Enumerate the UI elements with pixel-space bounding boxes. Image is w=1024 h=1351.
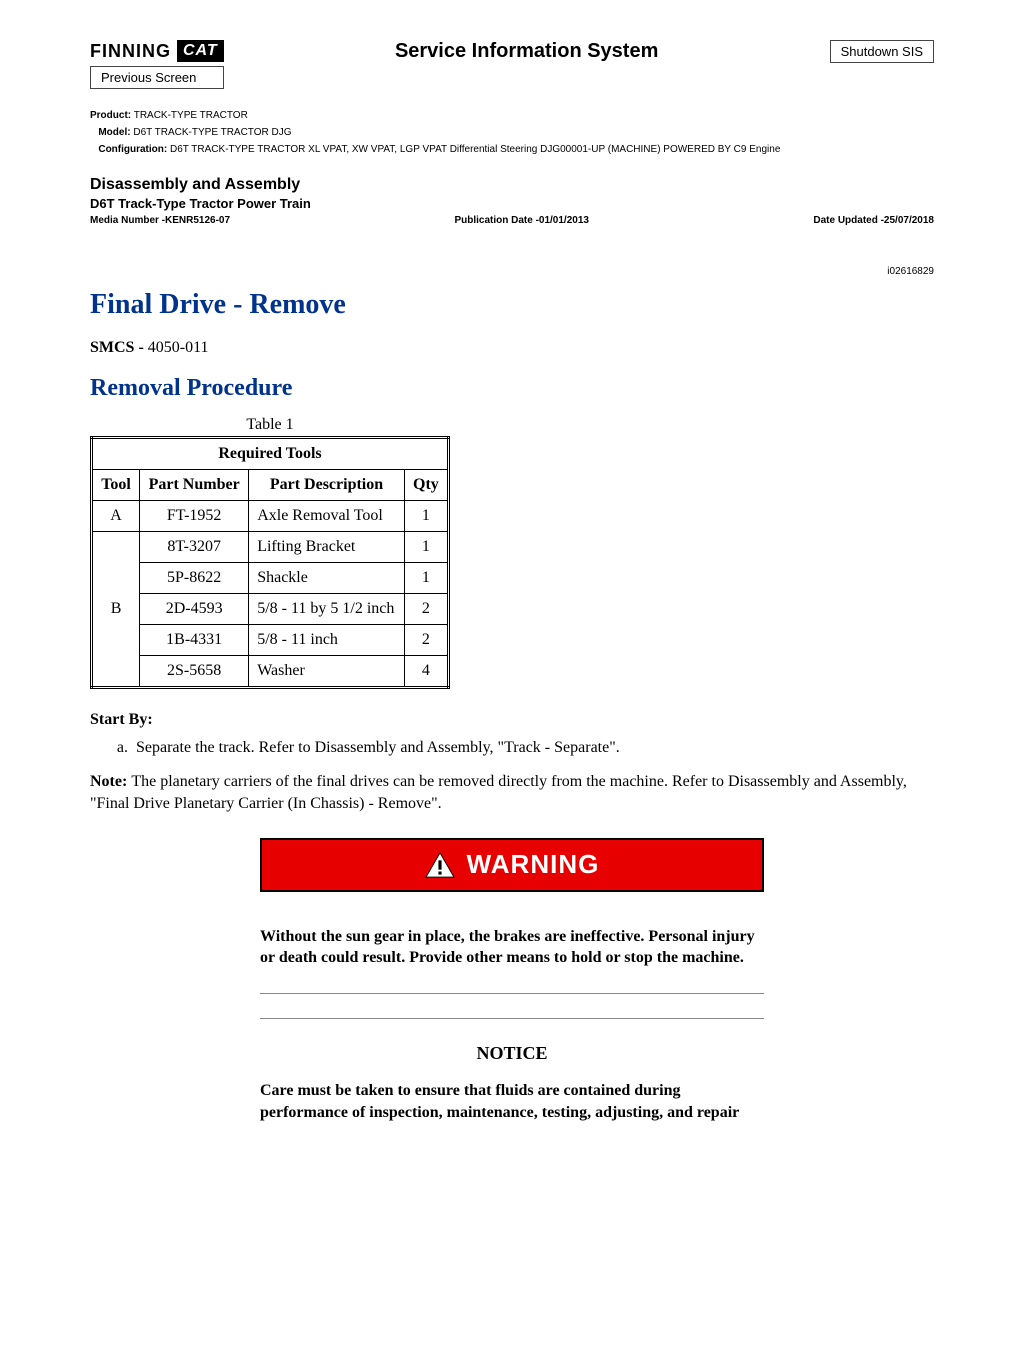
start-by-list: Separate the track. Refer to Disassembly… [90, 739, 934, 757]
cell-qty: 1 [404, 532, 448, 563]
cell-pn: 2S-5658 [140, 656, 249, 688]
previous-screen-button[interactable]: Previous Screen [90, 66, 224, 89]
table-row: 2D-4593 5/8 - 11 by 5 1/2 inch 2 [92, 594, 449, 625]
table-row: 2S-5658 Washer 4 [92, 656, 449, 688]
cell-pn: 5P-8622 [140, 563, 249, 594]
meta-product-value: TRACK-TYPE TRACTOR [131, 110, 248, 121]
table-row: 5P-8622 Shackle 1 [92, 563, 449, 594]
cell-qty: 2 [404, 594, 448, 625]
meta-config-label: Configuration: [98, 144, 167, 155]
col-part-number: Part Number [140, 470, 249, 501]
notice-text: Care must be taken to ensure that fluids… [260, 1080, 764, 1123]
cell-desc: Axle Removal Tool [249, 501, 405, 532]
warning-word: WARNING [467, 849, 600, 880]
shutdown-sis-button[interactable]: Shutdown SIS [830, 40, 934, 63]
section-subheading: D6T Track-Type Tractor Power Train [90, 196, 934, 211]
meta-product-label: Product: [90, 110, 131, 121]
cell-qty: 1 [404, 563, 448, 594]
divider [260, 1018, 764, 1019]
note-line: Note: The planetary carriers of the fina… [90, 771, 934, 816]
note-text: The planetary carriers of the final driv… [90, 773, 907, 812]
date-updated: Date Updated -25/07/2018 [813, 215, 934, 226]
cell-desc: Shackle [249, 563, 405, 594]
cell-pn: 8T-3207 [140, 532, 249, 563]
warning-text: Without the sun gear in place, the brake… [260, 926, 764, 969]
table-header-row: Tool Part Number Part Description Qty [92, 470, 449, 501]
publication-date: Publication Date -01/01/2013 [454, 215, 589, 226]
table-title: Required Tools [92, 438, 449, 470]
table-title-row: Required Tools [92, 438, 449, 470]
finning-logo: FINNING CAT [90, 40, 224, 62]
product-meta: Product: TRACK-TYPE TRACTOR Model: D6T T… [90, 107, 934, 158]
list-item: Separate the track. Refer to Disassembly… [132, 739, 934, 757]
media-number: Media Number -KENR5126-07 [90, 215, 230, 226]
cell-desc: Lifting Bracket [249, 532, 405, 563]
removal-procedure-heading: Removal Procedure [90, 375, 934, 402]
smcs-value: 4050-011 [148, 339, 209, 356]
notice-title: NOTICE [260, 1043, 764, 1064]
cell-pn: 1B-4331 [140, 625, 249, 656]
table-row: B 8T-3207 Lifting Bracket 1 [92, 532, 449, 563]
meta-config: Configuration: D6T TRACK-TYPE TRACTOR XL… [90, 141, 934, 158]
col-tool: Tool [92, 470, 140, 501]
col-qty: Qty [404, 470, 448, 501]
cell-tool: A [92, 501, 140, 532]
publication-row: Media Number -KENR5126-07 Publication Da… [90, 215, 934, 226]
cell-qty: 2 [404, 625, 448, 656]
cell-desc: 5/8 - 11 by 5 1/2 inch [249, 594, 405, 625]
cell-desc: 5/8 - 11 inch [249, 625, 405, 656]
warning-block: WARNING Without the sun gear in place, t… [260, 838, 764, 1123]
table-row: 1B-4331 5/8 - 11 inch 2 [92, 625, 449, 656]
cell-pn: 2D-4593 [140, 594, 249, 625]
meta-product: Product: TRACK-TYPE TRACTOR [90, 107, 934, 124]
warning-triangle-icon [425, 852, 455, 878]
document-id: i02616829 [90, 266, 934, 277]
divider [260, 993, 764, 994]
col-part-description: Part Description [249, 470, 405, 501]
smcs-label: SMCS - [90, 339, 148, 356]
meta-config-value: D6T TRACK-TYPE TRACTOR XL VPAT, XW VPAT,… [167, 144, 780, 155]
sis-title: Service Information System [224, 40, 830, 63]
cat-brand-box: CAT [177, 40, 224, 62]
section-heading: Disassembly and Assembly [90, 176, 934, 194]
cell-qty: 4 [404, 656, 448, 688]
required-tools-table: Required Tools Tool Part Number Part Des… [90, 436, 450, 689]
header-bar: FINNING CAT Previous Screen Service Info… [90, 40, 934, 89]
meta-model-value: D6T TRACK-TYPE TRACTOR DJG [131, 127, 292, 138]
cell-qty: 1 [404, 501, 448, 532]
logo-block: FINNING CAT Previous Screen [90, 40, 224, 89]
note-label: Note: [90, 773, 131, 790]
table-caption: Table 1 [90, 416, 450, 434]
cell-tool: B [92, 532, 140, 688]
cell-desc: Washer [249, 656, 405, 688]
logo-text: FINNING [90, 41, 171, 62]
meta-model-label: Model: [98, 127, 130, 138]
cell-pn: FT-1952 [140, 501, 249, 532]
warning-banner: WARNING [260, 838, 764, 892]
page-title: Final Drive - Remove [90, 289, 934, 321]
table-row: A FT-1952 Axle Removal Tool 1 [92, 501, 449, 532]
smcs-line: SMCS - 4050-011 [90, 339, 934, 357]
meta-model: Model: D6T TRACK-TYPE TRACTOR DJG [90, 124, 934, 141]
start-by-label: Start By: [90, 711, 934, 729]
